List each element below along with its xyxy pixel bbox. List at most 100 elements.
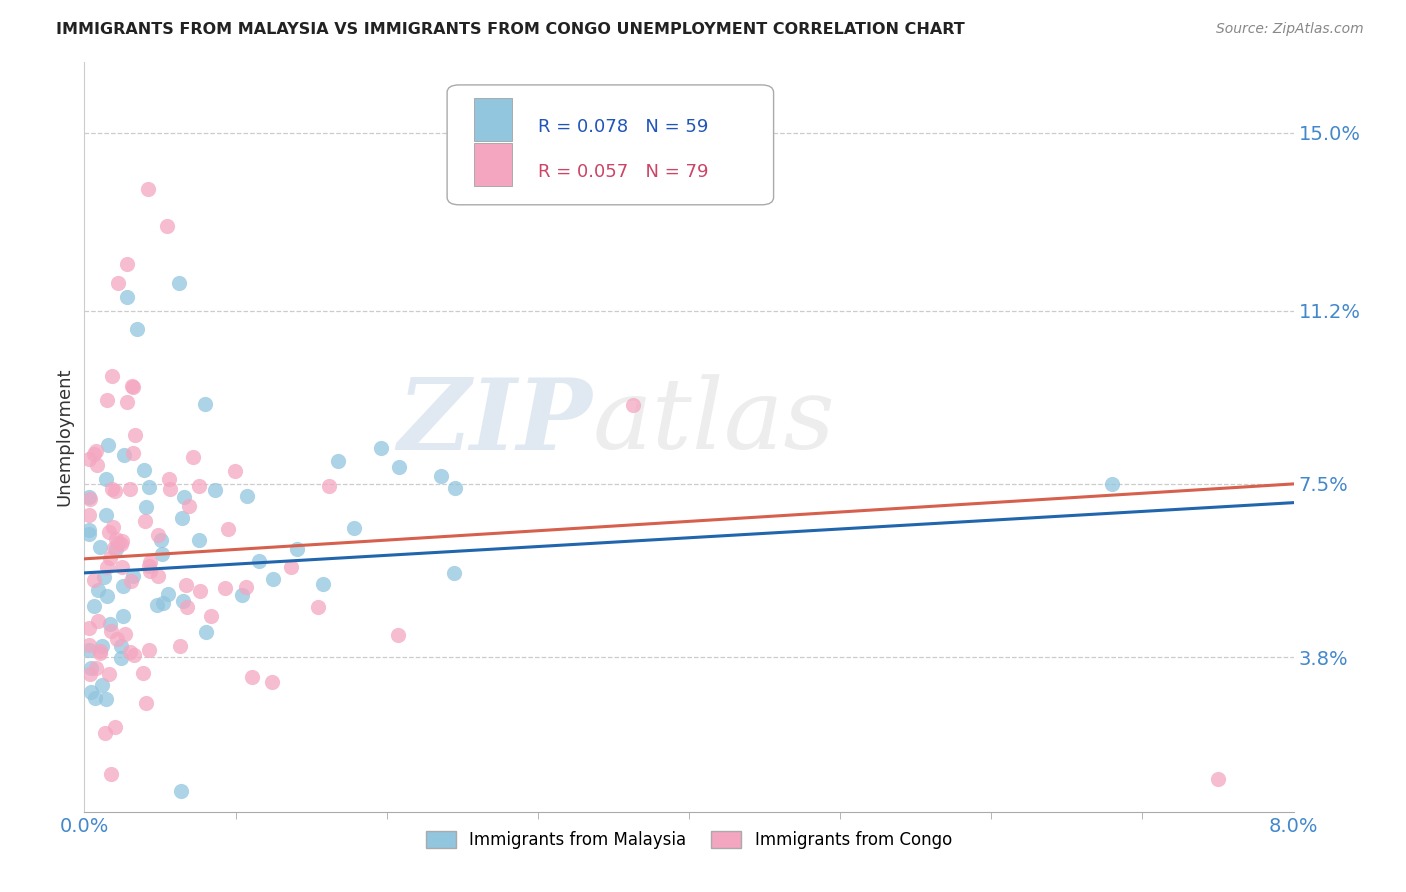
Point	[444, 481, 467, 495]
Text: Source: ZipAtlas.com: Source: ZipAtlas.com	[1216, 22, 1364, 37]
Point	[83, 599, 105, 613]
Point	[112, 448, 135, 462]
Point	[200, 608, 222, 623]
Point	[105, 542, 128, 557]
Point	[118, 645, 141, 659]
Point	[430, 469, 453, 483]
Point	[170, 511, 193, 525]
Point	[159, 482, 181, 496]
Point	[122, 446, 145, 460]
Point	[91, 639, 114, 653]
Point	[77, 490, 100, 504]
Point	[170, 784, 193, 798]
Point	[104, 720, 127, 734]
Point	[101, 483, 124, 497]
Point	[156, 219, 179, 234]
Point	[387, 628, 409, 642]
Point	[124, 427, 146, 442]
Point	[260, 675, 283, 690]
Point	[110, 640, 132, 654]
Point	[111, 608, 134, 623]
Point	[318, 479, 340, 493]
Point	[100, 624, 122, 639]
Point	[107, 535, 129, 549]
Text: atlas: atlas	[592, 375, 835, 470]
Point	[114, 627, 136, 641]
Point	[80, 661, 103, 675]
Point	[136, 182, 159, 196]
Point	[89, 643, 111, 657]
Point	[98, 551, 121, 566]
Point	[89, 646, 111, 660]
Point	[121, 569, 143, 583]
Point	[105, 632, 128, 646]
FancyBboxPatch shape	[474, 98, 512, 141]
Text: R = 0.057   N = 79: R = 0.057 N = 79	[538, 163, 709, 181]
Point	[343, 521, 366, 535]
Point	[169, 276, 191, 290]
Point	[77, 621, 100, 635]
Point	[97, 667, 120, 681]
Point	[121, 379, 143, 393]
Point	[157, 587, 180, 601]
Point	[93, 570, 115, 584]
Point	[127, 322, 149, 336]
FancyBboxPatch shape	[447, 85, 773, 205]
Point	[77, 638, 100, 652]
Point	[194, 397, 217, 411]
Point	[100, 369, 122, 384]
Point	[83, 446, 105, 460]
Point	[77, 508, 100, 522]
Point	[188, 533, 211, 547]
Point	[187, 479, 209, 493]
Point	[94, 691, 117, 706]
Point	[134, 463, 156, 477]
Text: ZIP: ZIP	[398, 374, 592, 470]
Point	[132, 665, 155, 680]
Point	[134, 514, 156, 528]
Point	[107, 276, 129, 290]
Point	[328, 453, 350, 467]
Point	[94, 472, 117, 486]
Point	[370, 442, 392, 456]
Point	[307, 599, 329, 614]
Point	[86, 661, 108, 675]
Point	[280, 559, 302, 574]
Point	[96, 589, 118, 603]
Point	[214, 581, 236, 595]
Point	[115, 395, 138, 409]
Point	[96, 559, 118, 574]
Point	[169, 639, 191, 653]
Point	[262, 573, 284, 587]
Point	[138, 558, 160, 573]
Point	[217, 523, 239, 537]
Point	[118, 482, 141, 496]
Point	[1101, 476, 1123, 491]
Point	[152, 596, 174, 610]
Point	[79, 643, 101, 657]
Point	[80, 685, 103, 699]
Point	[172, 593, 194, 607]
Point	[122, 380, 145, 394]
Point	[124, 648, 146, 662]
Point	[77, 527, 100, 541]
Point	[100, 766, 122, 780]
Point	[115, 257, 138, 271]
Point	[135, 696, 157, 710]
Point	[181, 450, 204, 465]
Point	[150, 547, 173, 561]
Point	[195, 625, 218, 640]
Y-axis label: Unemployment: Unemployment	[55, 368, 73, 507]
Point	[139, 564, 162, 578]
Text: IMMIGRANTS FROM MALAYSIA VS IMMIGRANTS FROM CONGO UNEMPLOYMENT CORRELATION CHART: IMMIGRANTS FROM MALAYSIA VS IMMIGRANTS F…	[56, 22, 965, 37]
Point	[110, 537, 132, 551]
Point	[138, 643, 160, 657]
Text: R = 0.078   N = 59: R = 0.078 N = 59	[538, 118, 709, 136]
Point	[146, 528, 169, 542]
Point	[94, 508, 117, 522]
Point	[388, 459, 411, 474]
Point	[77, 452, 100, 467]
Point	[176, 600, 198, 615]
Point	[77, 524, 100, 538]
Point	[177, 500, 200, 514]
